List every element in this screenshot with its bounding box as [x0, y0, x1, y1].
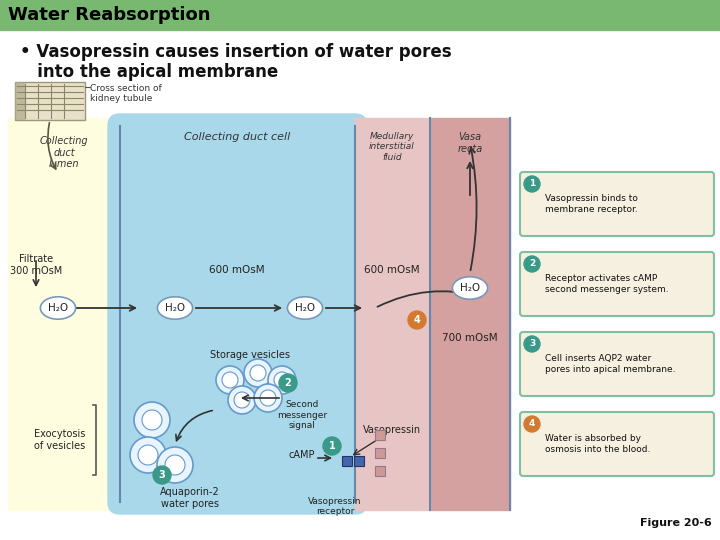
- Bar: [375, 430, 385, 440]
- Text: Exocytosis
of vesicles: Exocytosis of vesicles: [35, 429, 86, 451]
- Text: Aquaporin-2
water pores: Aquaporin-2 water pores: [160, 487, 220, 509]
- Circle shape: [260, 390, 276, 406]
- Circle shape: [142, 410, 162, 430]
- Text: 1: 1: [529, 179, 535, 188]
- Circle shape: [524, 336, 540, 352]
- Text: Cross section of
kidney tubule: Cross section of kidney tubule: [90, 84, 162, 103]
- Text: 4: 4: [528, 420, 535, 429]
- Circle shape: [268, 366, 296, 394]
- Circle shape: [165, 455, 185, 475]
- Text: Collecting duct cell: Collecting duct cell: [184, 132, 290, 142]
- Bar: [354, 456, 364, 466]
- Text: Vasopressin
receptor: Vasopressin receptor: [308, 497, 361, 516]
- Circle shape: [130, 437, 166, 473]
- Text: H₂O: H₂O: [165, 303, 185, 313]
- Text: 2: 2: [284, 378, 292, 388]
- Text: 700 mOsM: 700 mOsM: [442, 333, 498, 343]
- Circle shape: [323, 437, 341, 455]
- Circle shape: [216, 366, 244, 394]
- Text: Water Reabsorption: Water Reabsorption: [8, 6, 210, 24]
- Text: Medullary
interstitial
fluid: Medullary interstitial fluid: [369, 132, 415, 162]
- Text: Storage vesicles: Storage vesicles: [210, 350, 290, 360]
- Circle shape: [279, 374, 297, 392]
- Ellipse shape: [158, 297, 193, 319]
- Bar: [355, 118, 430, 510]
- FancyBboxPatch shape: [520, 252, 714, 316]
- Bar: [15, 82, 25, 120]
- Circle shape: [244, 359, 272, 387]
- Bar: [15, 82, 85, 120]
- FancyBboxPatch shape: [520, 332, 714, 396]
- Ellipse shape: [452, 277, 487, 299]
- Ellipse shape: [40, 297, 76, 319]
- Bar: [375, 466, 385, 476]
- Text: Figure 20-6: Figure 20-6: [640, 518, 712, 528]
- Text: cAMP: cAMP: [289, 450, 315, 460]
- Text: • Vasopressin causes insertion of water pores: • Vasopressin causes insertion of water …: [20, 43, 451, 61]
- Text: Water is absorbed by
osmosis into the blood.: Water is absorbed by osmosis into the bl…: [545, 434, 650, 454]
- Text: 3: 3: [529, 340, 535, 348]
- Circle shape: [228, 386, 256, 414]
- Text: Second
messenger
signal: Second messenger signal: [277, 400, 327, 430]
- Text: Collecting
duct
lumen: Collecting duct lumen: [40, 136, 89, 169]
- Circle shape: [524, 416, 540, 432]
- Bar: [342, 456, 352, 466]
- Circle shape: [222, 372, 238, 388]
- Text: Cell inserts AQP2 water
pores into apical membrane.: Cell inserts AQP2 water pores into apica…: [545, 354, 675, 374]
- Text: H₂O: H₂O: [460, 283, 480, 293]
- Bar: [430, 118, 510, 510]
- Text: 3: 3: [158, 470, 166, 480]
- Text: 2: 2: [529, 260, 535, 268]
- Text: Filtrate
300 mOsM: Filtrate 300 mOsM: [10, 254, 62, 276]
- Text: 1: 1: [328, 441, 336, 451]
- Circle shape: [234, 392, 250, 408]
- Circle shape: [153, 466, 171, 484]
- Text: into the apical membrane: into the apical membrane: [20, 63, 278, 81]
- Text: H₂O: H₂O: [295, 303, 315, 313]
- Text: 600 mOsM: 600 mOsM: [210, 265, 265, 275]
- Circle shape: [254, 384, 282, 412]
- Bar: [8, 118, 120, 510]
- Text: Vasa
recta: Vasa recta: [457, 132, 482, 153]
- Circle shape: [524, 256, 540, 272]
- FancyBboxPatch shape: [108, 114, 367, 514]
- Text: 600 mOsM: 600 mOsM: [364, 265, 420, 275]
- Text: Receptor activates cAMP
second messenger system.: Receptor activates cAMP second messenger…: [545, 274, 669, 294]
- Circle shape: [134, 402, 170, 438]
- Text: 4: 4: [413, 315, 420, 325]
- Circle shape: [274, 372, 290, 388]
- Bar: [375, 448, 385, 458]
- Circle shape: [157, 447, 193, 483]
- Text: Vasopressin binds to
membrane receptor.: Vasopressin binds to membrane receptor.: [545, 194, 638, 214]
- Circle shape: [408, 311, 426, 329]
- Text: Vasopressin: Vasopressin: [363, 425, 421, 435]
- Bar: [0, 0, 720, 30]
- Text: H₂O: H₂O: [48, 303, 68, 313]
- Circle shape: [524, 176, 540, 192]
- FancyBboxPatch shape: [520, 412, 714, 476]
- Ellipse shape: [287, 297, 323, 319]
- FancyBboxPatch shape: [520, 172, 714, 236]
- Circle shape: [138, 445, 158, 465]
- Circle shape: [250, 365, 266, 381]
